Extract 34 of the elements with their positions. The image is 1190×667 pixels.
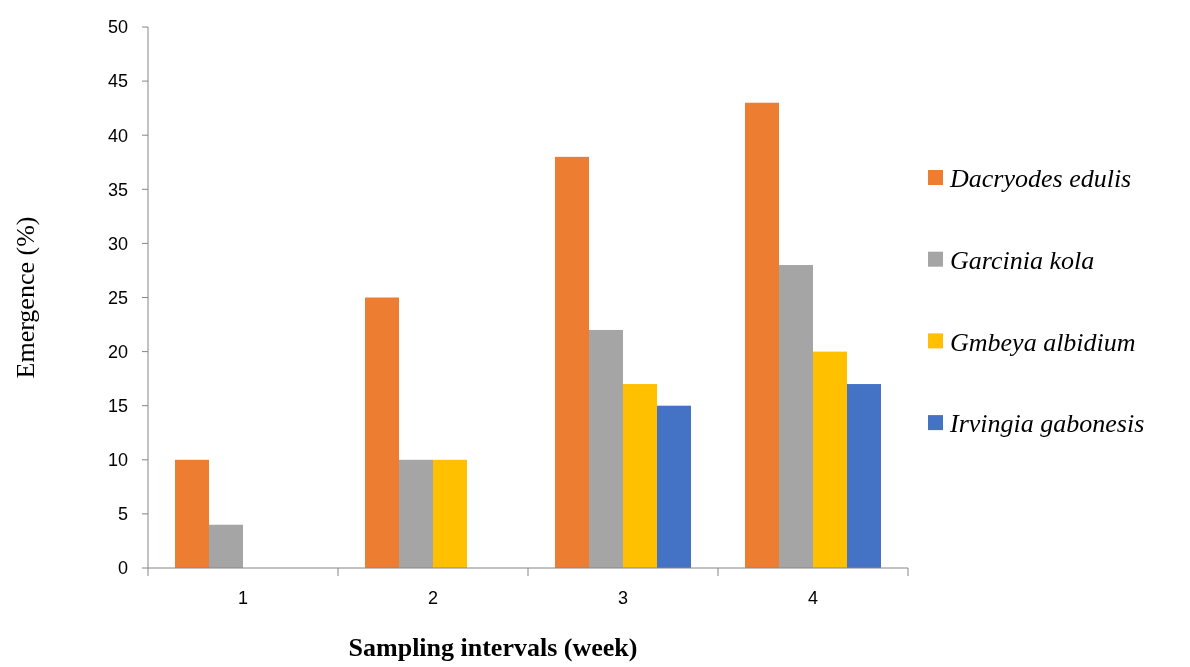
y-tick-label: 20	[107, 341, 128, 362]
y-tick-label: 40	[107, 125, 128, 146]
y-tick-label: 45	[107, 71, 128, 92]
x-tick-label: 2	[427, 588, 439, 608]
legend-label: Gmbeya albidium	[950, 327, 1136, 357]
y-tick-label: 15	[107, 396, 128, 416]
legend-label: Garcinia kola	[950, 245, 1095, 275]
x-axis-title: Sampling intervals (week)	[348, 633, 638, 662]
bar	[399, 459, 433, 568]
y-tick-label: 35	[107, 179, 128, 200]
x-tick-label: 1	[237, 588, 249, 608]
y-axis-title: Emergence (%)	[11, 216, 40, 379]
y-tick-label: 0	[117, 558, 128, 579]
bar	[175, 459, 209, 568]
bar	[813, 351, 847, 568]
y-tick-label: 10	[107, 450, 128, 471]
bar	[657, 405, 691, 568]
y-tick-label: 50	[107, 17, 128, 38]
bar	[745, 102, 779, 568]
bar	[433, 459, 467, 568]
bar	[589, 329, 623, 568]
bar	[779, 265, 813, 568]
bar	[847, 384, 881, 568]
x-tick-label: 4	[807, 588, 819, 608]
bar	[365, 297, 399, 568]
y-tick-label: 5	[117, 504, 128, 525]
bar	[623, 384, 657, 568]
legend-label: Dacryodes edulis	[949, 164, 1132, 194]
bar	[555, 156, 589, 568]
y-tick-label: 25	[107, 287, 128, 308]
y-tick-label: 30	[107, 233, 128, 254]
bar	[209, 524, 243, 568]
x-tick-label: 3	[617, 588, 629, 608]
legend-label: Irvingia gabonesis	[949, 409, 1145, 439]
